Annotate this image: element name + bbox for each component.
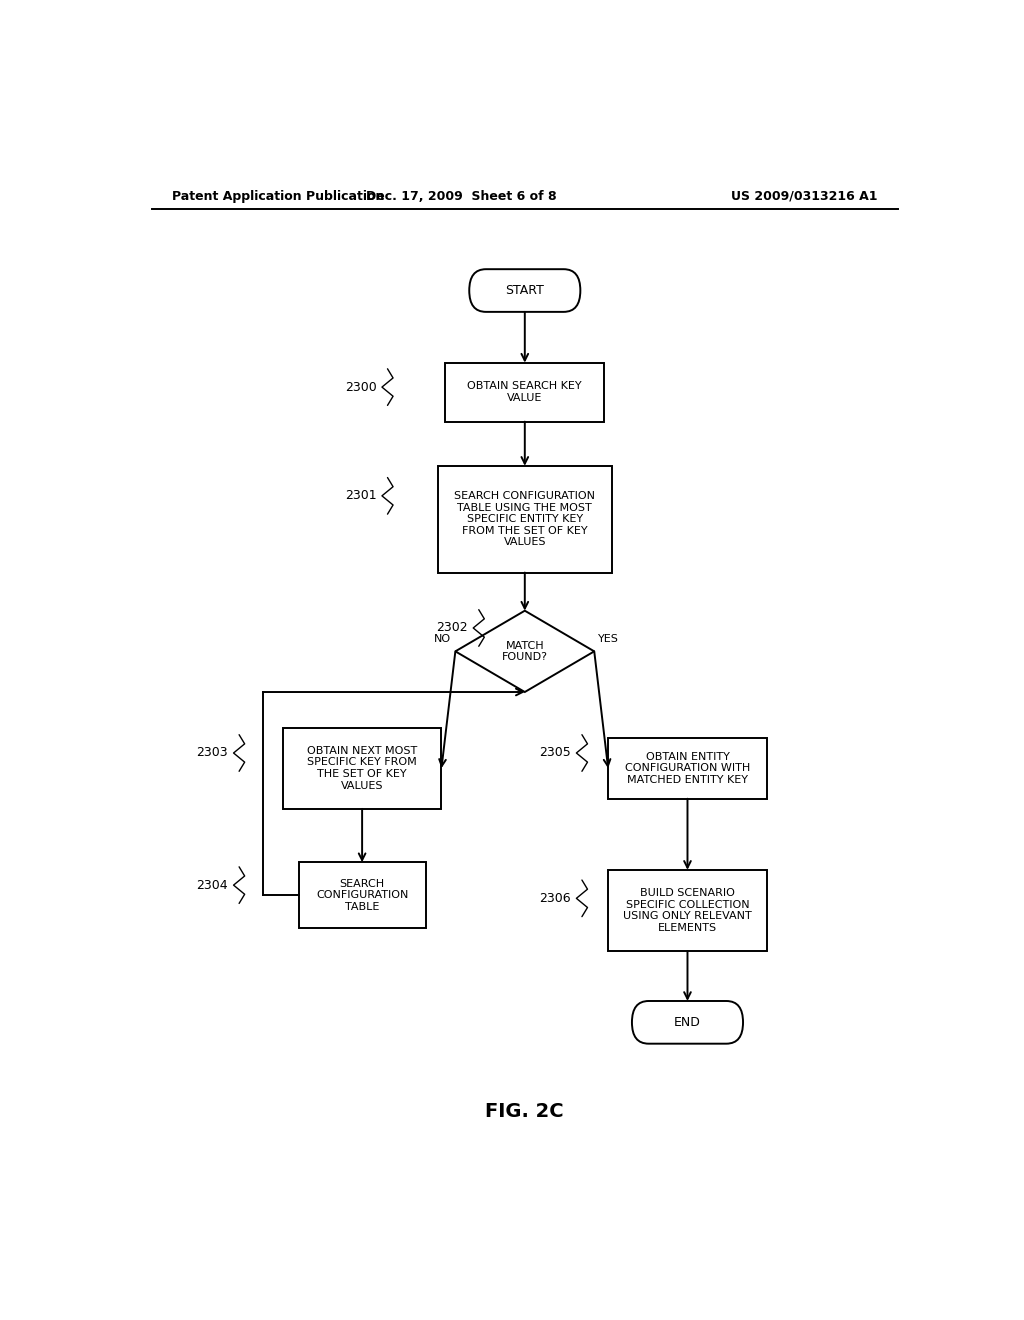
Text: OBTAIN SEARCH KEY
VALUE: OBTAIN SEARCH KEY VALUE: [468, 381, 582, 403]
Text: SEARCH
CONFIGURATION
TABLE: SEARCH CONFIGURATION TABLE: [316, 879, 409, 912]
Text: Patent Application Publication: Patent Application Publication: [172, 190, 384, 202]
Text: OBTAIN ENTITY
CONFIGURATION WITH
MATCHED ENTITY KEY: OBTAIN ENTITY CONFIGURATION WITH MATCHED…: [625, 751, 751, 785]
Text: FIG. 2C: FIG. 2C: [485, 1102, 564, 1121]
Text: 2305: 2305: [539, 747, 570, 759]
FancyBboxPatch shape: [608, 870, 767, 952]
Text: Dec. 17, 2009  Sheet 6 of 8: Dec. 17, 2009 Sheet 6 of 8: [366, 190, 557, 202]
FancyBboxPatch shape: [283, 727, 441, 809]
Text: SEARCH CONFIGURATION
TABLE USING THE MOST
SPECIFIC ENTITY KEY
FROM THE SET OF KE: SEARCH CONFIGURATION TABLE USING THE MOS…: [455, 491, 595, 548]
Text: OBTAIN NEXT MOST
SPECIFIC KEY FROM
THE SET OF KEY
VALUES: OBTAIN NEXT MOST SPECIFIC KEY FROM THE S…: [307, 746, 417, 791]
Text: 2306: 2306: [540, 892, 570, 904]
Text: MATCH
FOUND?: MATCH FOUND?: [502, 640, 548, 663]
Text: YES: YES: [598, 634, 620, 644]
Text: 2301: 2301: [345, 490, 377, 503]
FancyBboxPatch shape: [445, 363, 604, 421]
Text: US 2009/0313216 A1: US 2009/0313216 A1: [731, 190, 878, 202]
Text: 2300: 2300: [345, 380, 377, 393]
FancyBboxPatch shape: [608, 738, 767, 799]
FancyBboxPatch shape: [437, 466, 612, 573]
Polygon shape: [456, 611, 594, 692]
Text: NO: NO: [434, 634, 452, 644]
Text: START: START: [506, 284, 544, 297]
Text: END: END: [674, 1016, 700, 1028]
FancyBboxPatch shape: [469, 269, 581, 312]
FancyBboxPatch shape: [632, 1001, 743, 1044]
FancyBboxPatch shape: [299, 862, 426, 928]
Text: 2304: 2304: [197, 879, 228, 891]
Text: 2302: 2302: [436, 622, 468, 635]
Text: BUILD SCENARIO
SPECIFIC COLLECTION
USING ONLY RELEVANT
ELEMENTS: BUILD SCENARIO SPECIFIC COLLECTION USING…: [624, 888, 752, 933]
Text: 2303: 2303: [197, 747, 228, 759]
